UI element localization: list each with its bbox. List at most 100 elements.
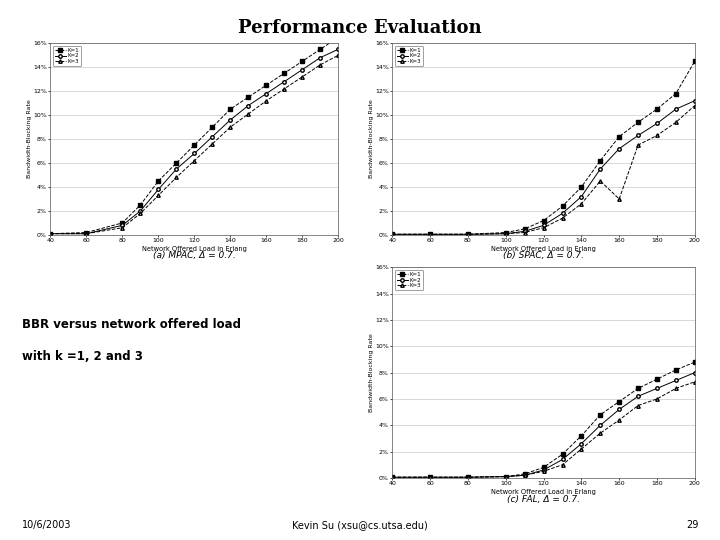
- Text: Kevin Su (xsu@cs.utsa.edu): Kevin Su (xsu@cs.utsa.edu): [292, 520, 428, 530]
- K=1: [596, 411, 605, 418]
- K=3: [172, 174, 181, 180]
- K=3: [672, 119, 680, 125]
- K=3: [653, 132, 662, 139]
- K=3: [558, 215, 567, 221]
- Y-axis label: Bandwidth-Blocking Rate: Bandwidth-Blocking Rate: [369, 100, 374, 178]
- K=2: [244, 102, 253, 109]
- K=3: [154, 192, 163, 199]
- Y-axis label: Bandwidth-Blocking Rate: Bandwidth-Blocking Rate: [369, 333, 374, 412]
- K=3: [464, 231, 472, 238]
- K=3: [208, 140, 217, 147]
- K=1: [521, 226, 529, 232]
- Text: (b) SPAC, Δ = 0.7.: (b) SPAC, Δ = 0.7.: [503, 251, 584, 260]
- Line: K=3: K=3: [391, 104, 696, 236]
- K=3: [596, 430, 605, 436]
- K=2: [136, 208, 145, 214]
- Line: K=2: K=2: [391, 99, 696, 236]
- K=2: [118, 222, 127, 228]
- K=3: [634, 142, 642, 149]
- K=1: [280, 70, 289, 76]
- Legend: K=1, K=2, K=3: K=1, K=2, K=3: [395, 270, 423, 290]
- K=2: [615, 145, 624, 152]
- K=1: [502, 230, 510, 236]
- Text: with k =1, 2 and 3: with k =1, 2 and 3: [22, 350, 143, 363]
- K=1: [118, 220, 127, 226]
- K=1: [577, 433, 586, 439]
- K=2: [615, 406, 624, 413]
- K=2: [426, 231, 435, 238]
- K=2: [502, 231, 510, 237]
- K=2: [653, 120, 662, 127]
- K=1: [190, 142, 199, 149]
- K=2: [596, 422, 605, 429]
- K=3: [653, 396, 662, 402]
- K=1: [388, 231, 397, 238]
- K=2: [334, 46, 343, 52]
- K=3: [334, 52, 343, 58]
- K=1: [244, 94, 253, 100]
- K=3: [464, 474, 472, 481]
- K=1: [82, 230, 91, 236]
- K=2: [577, 441, 586, 447]
- K=1: [558, 451, 567, 457]
- K=2: [690, 97, 699, 104]
- K=2: [539, 467, 548, 473]
- K=2: [577, 193, 586, 200]
- K=2: [82, 231, 91, 237]
- K=3: [46, 231, 55, 237]
- Text: 10/6/2003: 10/6/2003: [22, 520, 71, 530]
- K=1: [653, 106, 662, 112]
- Legend: K=1, K=2, K=3: K=1, K=2, K=3: [395, 46, 423, 66]
- K=2: [521, 228, 529, 234]
- K=2: [208, 133, 217, 140]
- K=3: [118, 225, 127, 231]
- K=1: [262, 82, 271, 89]
- K=1: [426, 231, 435, 238]
- K=1: [226, 106, 235, 112]
- K=3: [539, 225, 548, 231]
- K=2: [46, 231, 55, 237]
- K=3: [502, 474, 510, 480]
- K=1: [615, 399, 624, 405]
- K=1: [298, 58, 307, 64]
- K=3: [502, 231, 510, 237]
- K=1: [634, 385, 642, 392]
- K=2: [316, 55, 325, 61]
- K=2: [653, 385, 662, 392]
- K=1: [558, 203, 567, 210]
- K=1: [426, 474, 435, 481]
- K=2: [596, 166, 605, 172]
- K=2: [426, 474, 435, 481]
- K=3: [521, 472, 529, 478]
- K=3: [262, 97, 271, 104]
- X-axis label: Network Offered Load in Erlang: Network Offered Load in Erlang: [142, 246, 247, 252]
- K=3: [190, 157, 199, 164]
- Text: 29: 29: [686, 520, 698, 530]
- K=3: [82, 231, 91, 237]
- K=2: [672, 377, 680, 384]
- K=1: [634, 119, 642, 125]
- K=3: [577, 446, 586, 452]
- Line: K=3: K=3: [49, 53, 340, 235]
- Legend: K=1, K=2, K=3: K=1, K=2, K=3: [53, 46, 81, 66]
- K=1: [672, 367, 680, 373]
- K=3: [577, 200, 586, 207]
- K=1: [539, 464, 548, 470]
- K=2: [280, 78, 289, 85]
- K=1: [388, 474, 397, 481]
- K=1: [653, 376, 662, 382]
- K=2: [388, 231, 397, 238]
- K=3: [316, 62, 325, 68]
- K=3: [226, 124, 235, 130]
- K=2: [521, 472, 529, 478]
- K=1: [136, 202, 145, 208]
- K=2: [539, 222, 548, 228]
- K=1: [577, 184, 586, 190]
- K=3: [615, 195, 624, 202]
- K=1: [672, 90, 680, 97]
- Line: K=1: K=1: [49, 36, 340, 235]
- Text: (c) FAL, Δ = 0.7.: (c) FAL, Δ = 0.7.: [507, 495, 580, 504]
- K=1: [521, 471, 529, 477]
- K=2: [190, 150, 199, 157]
- K=3: [244, 111, 253, 117]
